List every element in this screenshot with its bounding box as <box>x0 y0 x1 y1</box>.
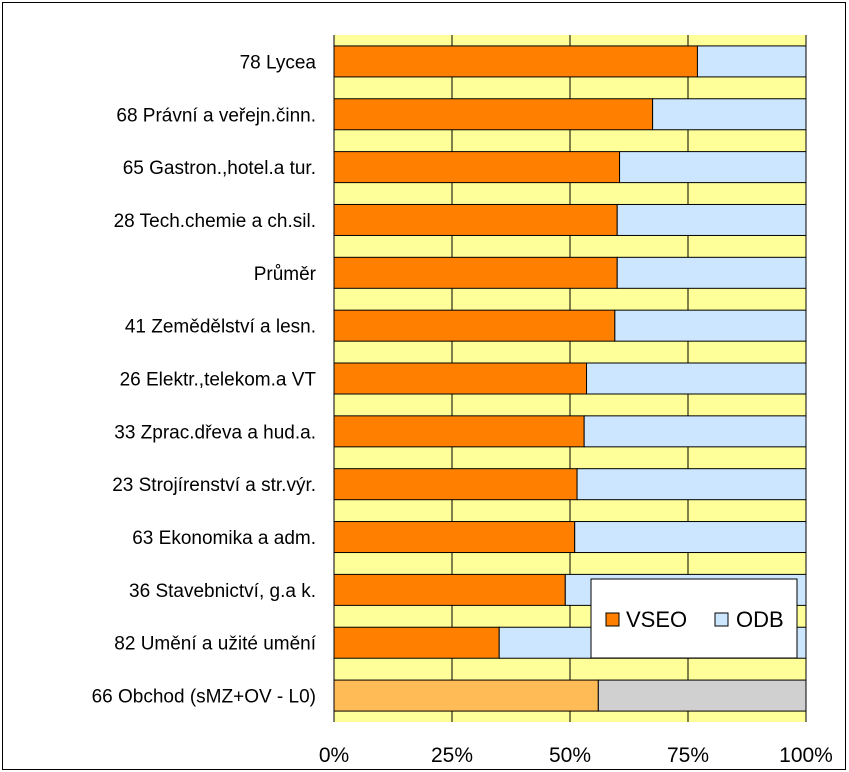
bar-odb-3 <box>616 203 807 236</box>
bar-vseo-10 <box>333 573 566 606</box>
category-label: 82 Umění a užité umění <box>114 634 316 655</box>
bar-vseo-0 <box>333 45 698 78</box>
category-labels: 78 Lycea 68 Právní a veřejn.činn. 65 Gastr… <box>92 52 317 707</box>
category-label: 33 Zprac.dřeva a hud.a. <box>114 422 316 443</box>
legend-swatch-vseo <box>605 612 620 627</box>
bar-odb-0 <box>696 45 807 78</box>
bar-odb-7 <box>583 415 807 448</box>
x-tick-label: 25% <box>431 744 473 767</box>
legend-box <box>590 578 798 659</box>
bar-vseo-3 <box>333 203 618 236</box>
x-axis-ticks: 0% 25% 50% 75% 100% <box>319 744 833 767</box>
bar-vseo-12 <box>333 679 599 712</box>
bar-odb-6 <box>586 362 807 395</box>
category-label: 41 Zemědělství a lesn. <box>125 317 316 338</box>
bar-odb-8 <box>576 468 807 501</box>
bar-odb-5 <box>614 309 807 342</box>
bar-odb-1 <box>652 98 807 131</box>
bar-vseo-9 <box>333 521 576 554</box>
bar-vseo-6 <box>333 362 588 395</box>
bar-odb-9 <box>574 521 807 554</box>
category-label: 63 Ekonomika a adm. <box>132 528 316 549</box>
bar-odb-4 <box>616 256 807 289</box>
bar-odb-2 <box>619 151 807 184</box>
category-label: 26 Elektr.,telekom.a VT <box>120 370 317 391</box>
bar-vseo-8 <box>333 468 578 501</box>
category-label: 66 Obchod (sMZ+OV - L0) <box>92 687 316 708</box>
x-tick-label: 0% <box>319 744 349 767</box>
bar-vseo-1 <box>333 98 654 131</box>
bar-odb-12 <box>597 679 807 712</box>
bar-vseo-5 <box>333 309 616 342</box>
bar-vseo-4 <box>333 256 618 289</box>
category-label: 68 Právní a veřejn.činn. <box>116 105 316 126</box>
legend-label-odb: ODB <box>736 607 784 632</box>
x-tick-label: 50% <box>549 744 591 767</box>
legend: VSEO ODB <box>590 578 798 659</box>
category-label: 36 Stavebnictví, g.a k. <box>129 581 316 602</box>
x-tick-label: 75% <box>667 744 709 767</box>
bar-vseo-11 <box>333 626 500 659</box>
category-label: 23 Strojírenství a str.výr. <box>112 475 316 496</box>
category-label: Průměr <box>254 264 317 285</box>
bar-vseo-2 <box>333 151 621 184</box>
category-label: 28 Tech.chemie a ch.sil. <box>114 211 316 232</box>
legend-swatch-odb <box>714 612 729 627</box>
legend-label-vseo: VSEO <box>626 607 687 632</box>
x-tick-label: 100% <box>779 744 833 767</box>
category-label: 78 Lycea <box>240 52 317 73</box>
category-label: 65 Gastron.,hotel.a tur. <box>123 158 316 179</box>
bar-vseo-7 <box>333 415 585 448</box>
